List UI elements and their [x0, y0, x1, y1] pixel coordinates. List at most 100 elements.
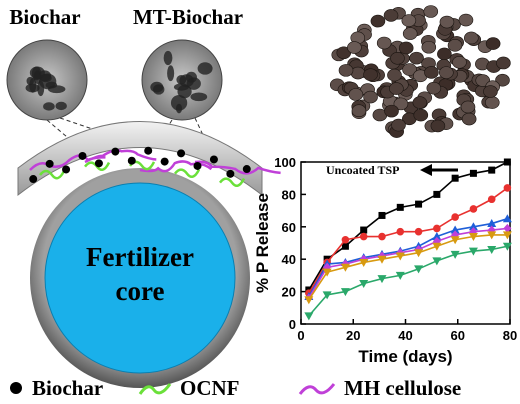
- legend-squiggle: [298, 383, 336, 395]
- pellet: [402, 63, 417, 76]
- marker: [503, 184, 512, 192]
- pellet: [426, 81, 442, 95]
- pore: [197, 62, 213, 75]
- marker: [322, 268, 332, 277]
- legend: Biochar OCNF MH cellulose: [10, 376, 461, 400]
- marker: [341, 242, 349, 250]
- marker: [377, 255, 387, 264]
- biochar-dot: [94, 159, 103, 168]
- pellet: [402, 27, 418, 40]
- marker: [502, 242, 512, 251]
- pellet: [464, 31, 479, 45]
- biochar-dot: [160, 157, 169, 166]
- biochar-dot: [127, 156, 136, 165]
- pellet: [413, 108, 429, 122]
- legend-squiggle: [138, 383, 172, 395]
- biochar-dot: [45, 159, 54, 168]
- pellet: [423, 5, 439, 18]
- pellet: [460, 100, 476, 114]
- marker: [415, 200, 423, 208]
- marker: [360, 226, 368, 234]
- marker: [468, 233, 478, 242]
- x-axis-title: Time (days): [358, 347, 452, 366]
- core-label: Fertilizer: [86, 242, 194, 272]
- pore: [177, 84, 192, 99]
- marker: [432, 242, 442, 251]
- pellet: [398, 41, 414, 55]
- y-tick-label: 0: [289, 317, 296, 332]
- marker: [433, 190, 441, 198]
- marker: [359, 232, 368, 241]
- marker: [488, 166, 496, 174]
- annotation: Uncoated TSP: [326, 163, 399, 177]
- biochar-dot: [209, 155, 218, 164]
- y-tick-label: 100: [274, 155, 296, 170]
- marker: [340, 263, 350, 272]
- pellet: [351, 104, 367, 118]
- marker: [414, 227, 423, 236]
- marker: [487, 219, 497, 228]
- fertilizer-core: [44, 182, 236, 374]
- biochar-dot: [242, 165, 251, 174]
- series-line: [308, 187, 508, 294]
- pellet: [439, 66, 454, 79]
- pellet: [348, 88, 364, 101]
- pellet: [496, 56, 511, 70]
- x-tick-label: 40: [398, 328, 412, 343]
- dash: [159, 119, 173, 141]
- pellet: [458, 13, 474, 27]
- marker: [359, 258, 369, 267]
- pellet: [384, 104, 399, 118]
- pellet: [424, 66, 439, 79]
- sem-label: MT-Biochar: [133, 5, 243, 29]
- pore: [179, 74, 194, 88]
- biochar-dot: [111, 147, 120, 156]
- plot-frame: [300, 161, 511, 325]
- marker: [503, 223, 512, 233]
- pellet: [412, 96, 428, 109]
- marker: [340, 288, 350, 297]
- pellet: [461, 112, 477, 126]
- pellet: [389, 82, 404, 95]
- pellet: [495, 73, 510, 87]
- pore: [150, 81, 164, 93]
- pellet: [338, 64, 354, 77]
- pellet: [387, 68, 402, 82]
- fiber: [219, 177, 246, 187]
- fiber: [174, 168, 201, 179]
- legend-label: OCNF: [180, 376, 240, 400]
- series-line: [308, 217, 508, 297]
- marker: [433, 224, 441, 233]
- marker: [414, 265, 424, 274]
- pellet: [393, 97, 409, 111]
- biochar-dot: [78, 151, 87, 160]
- marker: [432, 257, 442, 266]
- marker: [502, 231, 512, 240]
- pore: [175, 103, 183, 114]
- pore: [55, 101, 67, 111]
- pellet: [475, 74, 491, 87]
- marker: [304, 312, 314, 321]
- series-line: [308, 234, 508, 301]
- marker: [395, 252, 405, 261]
- pellet: [437, 47, 452, 61]
- marker: [487, 245, 497, 254]
- x-tick-label: 60: [451, 328, 465, 343]
- marker: [451, 213, 459, 221]
- marker: [396, 227, 405, 236]
- biochar-dot: [29, 175, 38, 184]
- marker: [396, 203, 404, 211]
- marker: [432, 232, 442, 241]
- fiber: [84, 149, 157, 164]
- pore: [25, 83, 40, 93]
- fiber: [194, 160, 281, 175]
- pellet: [370, 14, 386, 28]
- pellet: [363, 68, 378, 81]
- marker: [503, 158, 511, 166]
- pellet: [421, 40, 437, 54]
- y-axis-title: % P Release: [253, 193, 272, 293]
- x-tick-label: 20: [346, 328, 360, 343]
- pellet: [391, 118, 406, 132]
- pellet: [347, 41, 362, 54]
- marker: [450, 250, 460, 259]
